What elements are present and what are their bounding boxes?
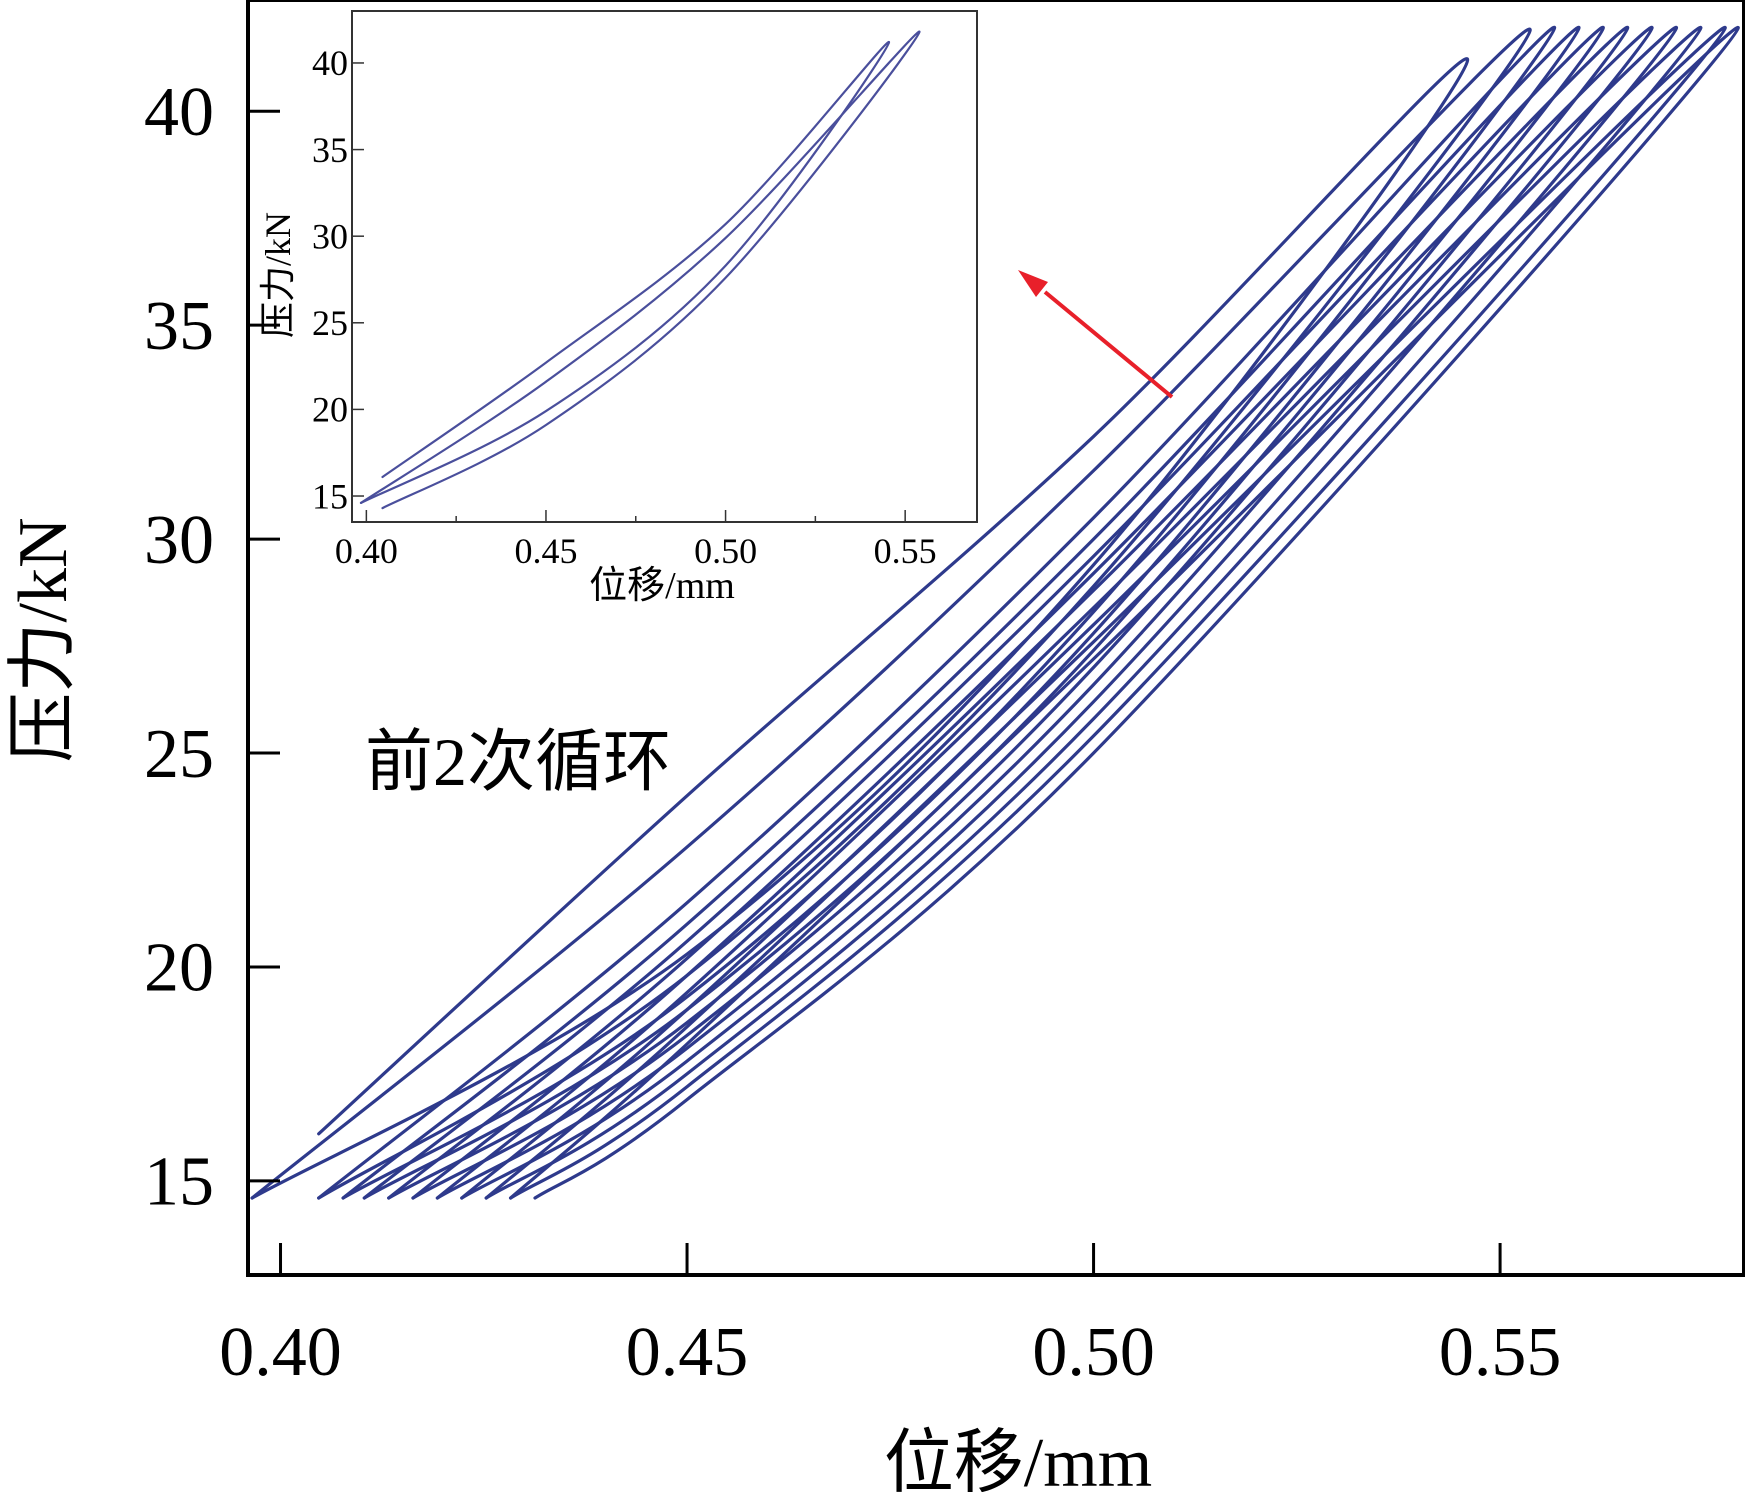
main-loop-series	[411, 26, 1654, 1200]
main-y-axis-title: 压力/kN	[5, 518, 82, 763]
inset-loop-series	[359, 30, 921, 510]
inset-y-tick-label: 30	[312, 216, 348, 256]
inset-y-tick-label: 35	[312, 130, 348, 170]
inset-x-tick-label: 0.55	[874, 531, 937, 571]
main-x-tick-label: 0.55	[1439, 1314, 1562, 1391]
main-loop-series	[250, 27, 1532, 1200]
main-hysteresis-loops	[250, 25, 1740, 1200]
inset-y-tick-label: 20	[312, 390, 348, 430]
inset-hysteresis-loops	[359, 30, 921, 510]
main-x-ticks: 0.40 0.45 0.50 0.55	[219, 1243, 1561, 1391]
main-y-tick-label: 15	[144, 1144, 214, 1221]
main-y-tick-label: 25	[144, 716, 214, 793]
inset-background	[352, 11, 977, 522]
inset-loop-series	[359, 41, 891, 504]
main-x-tick-label: 0.50	[1032, 1314, 1155, 1391]
main-x-tick-label: 0.40	[219, 1314, 342, 1391]
main-y-tick-label: 30	[144, 502, 214, 579]
main-y-ticks: 15 20 25 30 35 40	[144, 74, 280, 1221]
callout-arrow-line	[1043, 290, 1174, 399]
main-loop-series	[317, 25, 1557, 1200]
callout-arrow-head	[1018, 270, 1048, 297]
main-loop-series	[341, 25, 1581, 1200]
main-loop-series	[484, 26, 1727, 1200]
inset-y-ticks: 15 20 25 30 35 40	[312, 43, 364, 516]
inset-x-axis-title: 位移/mm	[589, 565, 735, 607]
main-chart: 0.40 0.45 0.50 0.55 15 20 25 30 35 40 位移/mm 压力/k…	[5, 0, 1745, 1492]
main-y-tick-label: 35	[144, 288, 214, 365]
main-plot-frame	[246, 0, 1745, 1277]
main-loop-series	[435, 26, 1679, 1200]
inset-y-tick-label: 15	[312, 476, 348, 516]
inset-chart: 0.40 0.45 0.50 0.55 15 20 25 30 35 40 位移/mm 压力/k…	[258, 10, 978, 607]
main-x-tick-label: 0.45	[626, 1314, 749, 1391]
main-y-tick-label: 20	[144, 930, 214, 1007]
inset-x-tick-label: 0.40	[335, 531, 398, 571]
inset-y-tick-label: 40	[312, 43, 348, 83]
main-loop-series	[250, 57, 1470, 1200]
main-loop-series	[362, 26, 1605, 1200]
callout-arrow	[1018, 270, 1174, 399]
main-loop-series	[509, 26, 1740, 1200]
inset-x-ticks: 0.40 0.45 0.50 0.55	[335, 510, 937, 571]
inset-y-axis-title: 压力/kN	[258, 212, 298, 338]
cycle-annotation: 前2次循环	[365, 724, 671, 800]
main-loop-series	[460, 26, 1703, 1200]
main-x-axis-title: 位移/mm	[884, 1425, 1152, 1492]
main-y-tick-label: 40	[144, 74, 214, 151]
inset-y-tick-label: 25	[312, 303, 348, 343]
inset-x-tick-label: 0.45	[514, 531, 577, 571]
inset-plot-frame	[351, 10, 978, 523]
inset-x-tick-label: 0.50	[694, 531, 757, 571]
